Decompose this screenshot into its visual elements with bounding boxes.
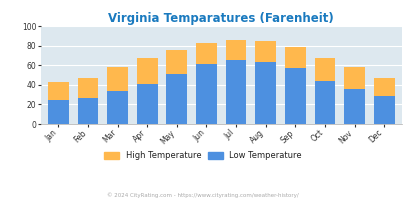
Legend: High Temperature, Low Temperature: High Temperature, Low Temperature <box>102 150 303 162</box>
Bar <box>77 98 98 124</box>
Bar <box>343 89 364 124</box>
Bar <box>343 67 364 89</box>
Bar <box>166 50 187 74</box>
Bar <box>166 74 187 124</box>
Bar <box>225 40 246 60</box>
Bar <box>373 78 394 96</box>
Bar <box>255 41 275 62</box>
Bar <box>48 99 68 124</box>
Bar <box>373 96 394 124</box>
Text: © 2024 CityRating.com - https://www.cityrating.com/weather-history/: © 2024 CityRating.com - https://www.city… <box>107 192 298 198</box>
Bar <box>107 91 128 124</box>
Bar <box>255 62 275 124</box>
Bar <box>107 67 128 91</box>
Bar <box>284 68 305 124</box>
Bar <box>284 47 305 68</box>
Bar <box>77 78 98 98</box>
Bar <box>196 43 216 64</box>
Bar <box>314 58 335 81</box>
Bar <box>136 84 157 124</box>
Bar <box>196 64 216 124</box>
Title: Virginia Temparatures (Farenheit): Virginia Temparatures (Farenheit) <box>108 12 333 25</box>
Bar <box>314 81 335 124</box>
Bar <box>48 82 68 99</box>
Bar <box>136 58 157 84</box>
Bar <box>225 60 246 124</box>
